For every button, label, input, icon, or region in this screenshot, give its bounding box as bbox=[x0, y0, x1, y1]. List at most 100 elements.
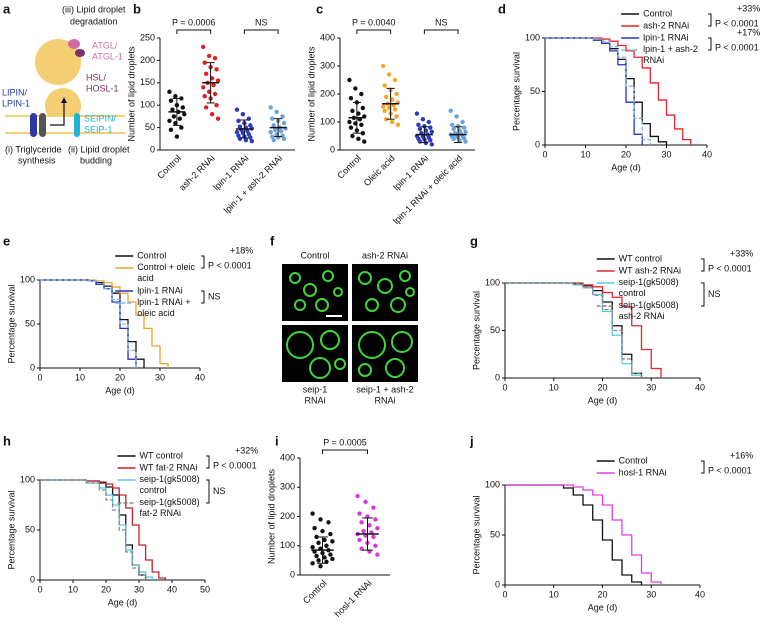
y-axis-label: Number of lipid droplets bbox=[126, 46, 136, 142]
dot bbox=[324, 543, 329, 548]
y-tick-label: 300 bbox=[280, 482, 295, 492]
dot bbox=[330, 539, 335, 544]
x-tick-label: 30 bbox=[134, 584, 144, 594]
y-tick-label: 200 bbox=[320, 88, 335, 98]
p-value: P < 0.0001 bbox=[708, 465, 752, 475]
dot bbox=[281, 120, 287, 126]
p-value: P < 0.0001 bbox=[213, 460, 257, 470]
dot bbox=[359, 91, 364, 97]
dot bbox=[394, 91, 399, 97]
y-axis-label: Percentage survival bbox=[511, 52, 521, 131]
dot bbox=[179, 125, 184, 130]
legend-label: seip-1(gk5008) control bbox=[140, 474, 200, 495]
x-tick-label: 0 bbox=[542, 149, 547, 159]
hsl-protein bbox=[75, 49, 85, 57]
dot bbox=[414, 111, 420, 116]
arrow bbox=[50, 100, 65, 126]
x-tick-label: ash-2 RNAi bbox=[177, 153, 217, 193]
dot bbox=[240, 111, 246, 117]
dot bbox=[383, 117, 389, 122]
comparison-bracket bbox=[356, 29, 392, 34]
survival-curve bbox=[40, 279, 137, 368]
dot bbox=[237, 136, 243, 141]
dot bbox=[201, 44, 206, 50]
legend-label: WT control bbox=[140, 450, 183, 460]
p-value: P < 0.0001 bbox=[208, 260, 252, 270]
dot bbox=[328, 552, 333, 557]
dot bbox=[278, 128, 284, 134]
y-tick-label: 50 bbox=[25, 524, 35, 534]
dot bbox=[318, 517, 323, 522]
dot bbox=[212, 55, 218, 61]
effect-label: +33% bbox=[730, 248, 753, 258]
dot bbox=[463, 139, 468, 144]
legend-label: Control bbox=[619, 455, 648, 465]
survival-curve bbox=[505, 484, 662, 585]
panel-letter: h bbox=[3, 433, 11, 448]
x-tick-label: 0 bbox=[502, 382, 507, 392]
dot bbox=[448, 108, 453, 114]
survival-curve bbox=[545, 37, 692, 145]
legend-label: Control bbox=[137, 250, 166, 260]
dot bbox=[173, 94, 178, 99]
y-tick-label: 0 bbox=[535, 139, 540, 149]
label: SEIP-1 bbox=[84, 124, 113, 134]
x-tick-label: 10 bbox=[549, 382, 559, 392]
p-value: P < 0.0001 bbox=[715, 18, 759, 28]
micrograph-label: seip-1 + ash-2 bbox=[356, 384, 413, 394]
y-tick-label: 250 bbox=[140, 32, 155, 42]
seipin-protein bbox=[74, 113, 80, 137]
dot bbox=[356, 136, 361, 141]
dot bbox=[271, 123, 276, 128]
dot bbox=[371, 505, 376, 510]
x-tick-label: 40 bbox=[695, 382, 705, 392]
y-tick-label: 100 bbox=[280, 540, 295, 550]
legend-label: Control + oleic acid bbox=[137, 262, 195, 283]
dot bbox=[350, 108, 355, 114]
legend-bracket bbox=[701, 460, 705, 474]
label: HSL/ bbox=[86, 72, 107, 82]
y-tick-label: 100 bbox=[525, 32, 540, 42]
dot bbox=[209, 111, 215, 117]
x-tick-label: 30 bbox=[646, 589, 656, 599]
y-tick-label: 100 bbox=[485, 277, 500, 287]
legend-label: Control bbox=[643, 8, 672, 18]
y-tick-label: 0 bbox=[330, 144, 335, 154]
effect-label: +17% bbox=[737, 27, 760, 37]
dot bbox=[360, 131, 366, 136]
legend-label: lpin-1 RNAi bbox=[137, 285, 183, 295]
dot bbox=[203, 105, 209, 110]
x-tick-label: 20 bbox=[101, 584, 111, 594]
comparison-bracket bbox=[423, 29, 459, 34]
x-tick-label: 40 bbox=[167, 584, 177, 594]
dot bbox=[371, 534, 376, 540]
comparison-label: NS bbox=[435, 17, 448, 27]
dot bbox=[359, 122, 364, 128]
p-value: NS bbox=[208, 291, 221, 301]
dot bbox=[357, 537, 362, 543]
dot bbox=[281, 136, 287, 141]
effect-label: +33% bbox=[737, 3, 760, 13]
panel-letter: g bbox=[470, 233, 478, 248]
dot bbox=[236, 118, 241, 124]
dot bbox=[416, 122, 421, 128]
legend-label: lpin-1 RNAi + oleic acid bbox=[137, 297, 190, 318]
dot bbox=[215, 78, 221, 83]
y-tick-label: 100 bbox=[485, 479, 500, 489]
micrograph bbox=[282, 325, 348, 382]
legend-label: WT ash-2 RNAi bbox=[619, 265, 681, 275]
y-tick-label: 400 bbox=[280, 452, 295, 462]
x-tick-label: 10 bbox=[75, 372, 85, 382]
dot bbox=[272, 127, 278, 133]
y-tick-label: 0 bbox=[30, 574, 35, 584]
y-axis-label: Percentage survival bbox=[471, 291, 481, 370]
x-tick-label: 0 bbox=[37, 372, 42, 382]
dot bbox=[249, 138, 254, 144]
x-axis-label: Age (d) bbox=[588, 395, 618, 405]
arrow-head bbox=[61, 97, 67, 103]
dot bbox=[449, 122, 455, 128]
dot bbox=[353, 86, 358, 91]
dot bbox=[269, 116, 275, 121]
dot bbox=[357, 511, 362, 516]
legend-label: lpin-1 + ash-2 RNAi bbox=[643, 44, 698, 65]
